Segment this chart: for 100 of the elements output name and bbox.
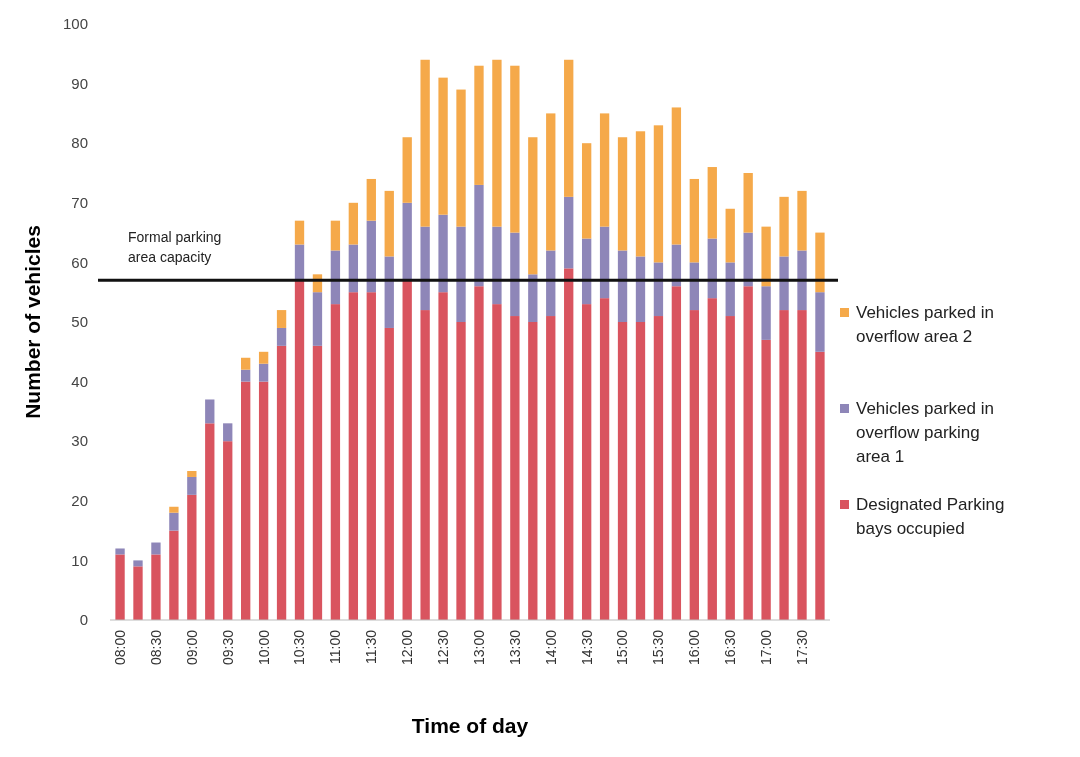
bar <box>653 125 664 263</box>
bar <box>151 542 161 555</box>
x-tick-label: 15:30 <box>650 629 667 666</box>
x-tick-label: 17:00 <box>758 629 775 666</box>
bar <box>689 262 699 311</box>
bar <box>581 238 592 305</box>
legend-label: Vehicles parked in overflow area 2 <box>856 303 994 346</box>
bar <box>330 304 341 620</box>
x-tick-label: 13:00 <box>470 629 487 666</box>
bar <box>725 208 735 263</box>
legend-label: Vehicles parked in overflow parking area 1 <box>856 399 994 466</box>
bar <box>510 232 520 317</box>
bar <box>797 310 807 620</box>
y-tick-label: 30 <box>71 432 88 450</box>
y-tick-label: 50 <box>71 313 88 331</box>
bar <box>402 137 412 203</box>
y-tick-label: 70 <box>71 194 88 212</box>
bar <box>133 560 143 567</box>
bar <box>492 226 502 305</box>
bar <box>761 339 771 620</box>
legend-label: Designated Parking bays occupied <box>856 495 1005 538</box>
bar <box>707 298 717 620</box>
bar <box>671 107 682 245</box>
bar <box>115 554 125 620</box>
bar <box>689 310 699 620</box>
y-tick-label: 10 <box>71 551 88 569</box>
x-tick-label: 15:00 <box>614 629 631 666</box>
x-tick-label: 09:30 <box>219 629 236 666</box>
y-tick-label: 100 <box>62 15 88 33</box>
bar <box>169 512 179 531</box>
bar <box>258 381 269 620</box>
bar <box>815 351 825 620</box>
bar <box>743 173 753 233</box>
bar <box>366 178 376 221</box>
bar <box>725 262 735 317</box>
bar <box>294 220 305 245</box>
bar <box>599 113 610 227</box>
bar <box>707 167 717 239</box>
y-tick-label: 40 <box>71 372 88 390</box>
bar <box>779 196 789 257</box>
x-tick-label: 14:00 <box>542 629 559 666</box>
bar <box>779 310 789 620</box>
x-tick-label: 11:00 <box>327 629 344 664</box>
bar <box>617 137 628 251</box>
bar <box>241 357 251 370</box>
x-tick-label: 08:30 <box>147 629 164 666</box>
y-tick-label: 60 <box>71 253 88 271</box>
bar <box>599 226 610 299</box>
x-axis-title: Time of day <box>411 714 529 737</box>
bar <box>743 232 753 287</box>
x-tick-label: 10:00 <box>255 629 272 666</box>
bar <box>276 310 287 328</box>
bar <box>384 256 394 328</box>
x-tick-label: 10:30 <box>291 629 308 666</box>
bar <box>294 280 305 620</box>
ref-line-label: Formal parking area capacity <box>128 229 222 266</box>
bar <box>617 322 628 620</box>
bar <box>617 250 628 322</box>
bar <box>635 256 646 322</box>
bar <box>187 476 197 495</box>
bar <box>761 286 771 340</box>
bar <box>438 214 448 293</box>
bar <box>420 226 430 311</box>
bar <box>797 250 807 311</box>
bar <box>761 226 771 287</box>
bar <box>492 59 502 227</box>
bar <box>528 322 538 620</box>
bar <box>294 244 305 281</box>
x-tick-label: 08:00 <box>111 629 128 666</box>
bar <box>456 226 466 322</box>
bar <box>133 566 143 620</box>
bar <box>546 316 556 620</box>
bar <box>474 65 484 185</box>
bar <box>815 232 825 293</box>
bar <box>205 399 215 424</box>
bar <box>815 292 825 352</box>
x-tick-label: 11:30 <box>363 629 380 664</box>
bar <box>564 59 574 197</box>
bar <box>366 292 376 620</box>
bar <box>420 310 430 620</box>
bar <box>384 327 394 620</box>
bar <box>258 363 269 382</box>
bar <box>169 530 179 620</box>
bar <box>564 196 574 269</box>
bar <box>438 292 448 620</box>
bar <box>187 494 197 620</box>
x-tick-label: 17:30 <box>793 629 810 666</box>
bar <box>348 202 359 245</box>
y-tick-label: 20 <box>71 492 88 510</box>
bar <box>510 316 520 620</box>
bar <box>241 381 251 620</box>
bar <box>635 322 646 620</box>
bar <box>169 506 179 513</box>
bar <box>564 268 574 620</box>
bar <box>546 250 556 317</box>
y-tick-label: 0 <box>79 611 88 629</box>
bar <box>725 316 735 620</box>
y-tick-label: 80 <box>71 134 88 152</box>
x-tick-label: 13:30 <box>506 629 523 666</box>
bar <box>312 292 323 346</box>
